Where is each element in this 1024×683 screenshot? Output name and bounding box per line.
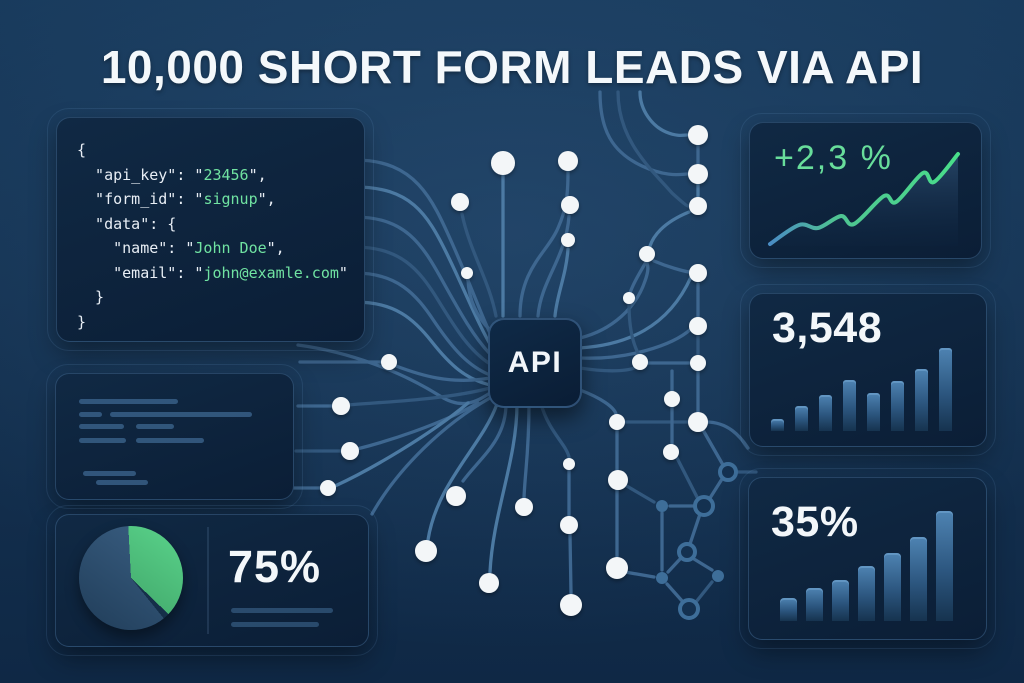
skeleton-line bbox=[231, 622, 319, 627]
pie-chart bbox=[79, 526, 183, 630]
skeleton-line bbox=[79, 424, 124, 429]
skeleton-line bbox=[79, 438, 126, 443]
leads-bar-chart bbox=[771, 348, 952, 431]
circuit-lines bbox=[292, 90, 758, 604]
pie-stat-value: 75% bbox=[228, 541, 322, 592]
skeleton-line bbox=[83, 471, 136, 476]
skeleton-line bbox=[79, 412, 102, 417]
skeleton-line bbox=[231, 608, 333, 613]
conversion-percent-value: 35% bbox=[771, 498, 859, 546]
circuit-rings bbox=[677, 462, 738, 620]
trend-line-chart bbox=[768, 152, 960, 246]
trend-stat-value: +2,3 % bbox=[774, 139, 893, 177]
skeleton-card bbox=[46, 364, 303, 509]
leads-count-value: 3,548 bbox=[772, 304, 883, 352]
api-node: API bbox=[488, 318, 582, 408]
circuit-white-dots bbox=[320, 125, 708, 616]
skeleton-line bbox=[96, 480, 148, 485]
api-request-code-card: { "api_key": "23456", "form_id": "signup… bbox=[47, 108, 374, 351]
pie-stat-card: 75% bbox=[46, 505, 378, 656]
conversion-percent-card: 35% bbox=[739, 468, 996, 649]
conversion-bar-chart bbox=[780, 511, 953, 621]
circuit-steel-dots bbox=[656, 500, 724, 584]
skeleton-line bbox=[79, 399, 178, 404]
skeleton-line bbox=[110, 412, 252, 417]
skeleton-line bbox=[136, 438, 204, 443]
divider bbox=[207, 527, 209, 634]
code-snippet: { "api_key": "23456", "form_id": "signup… bbox=[77, 141, 348, 331]
leads-count-card: 3,548 bbox=[740, 284, 996, 456]
skeleton-line bbox=[136, 424, 174, 429]
trend-stat-card: +2,3 % bbox=[740, 113, 991, 268]
api-node-label: API bbox=[507, 346, 563, 379]
page-title: 10,000 SHORT FORM LEADS VIA API bbox=[100, 41, 924, 93]
